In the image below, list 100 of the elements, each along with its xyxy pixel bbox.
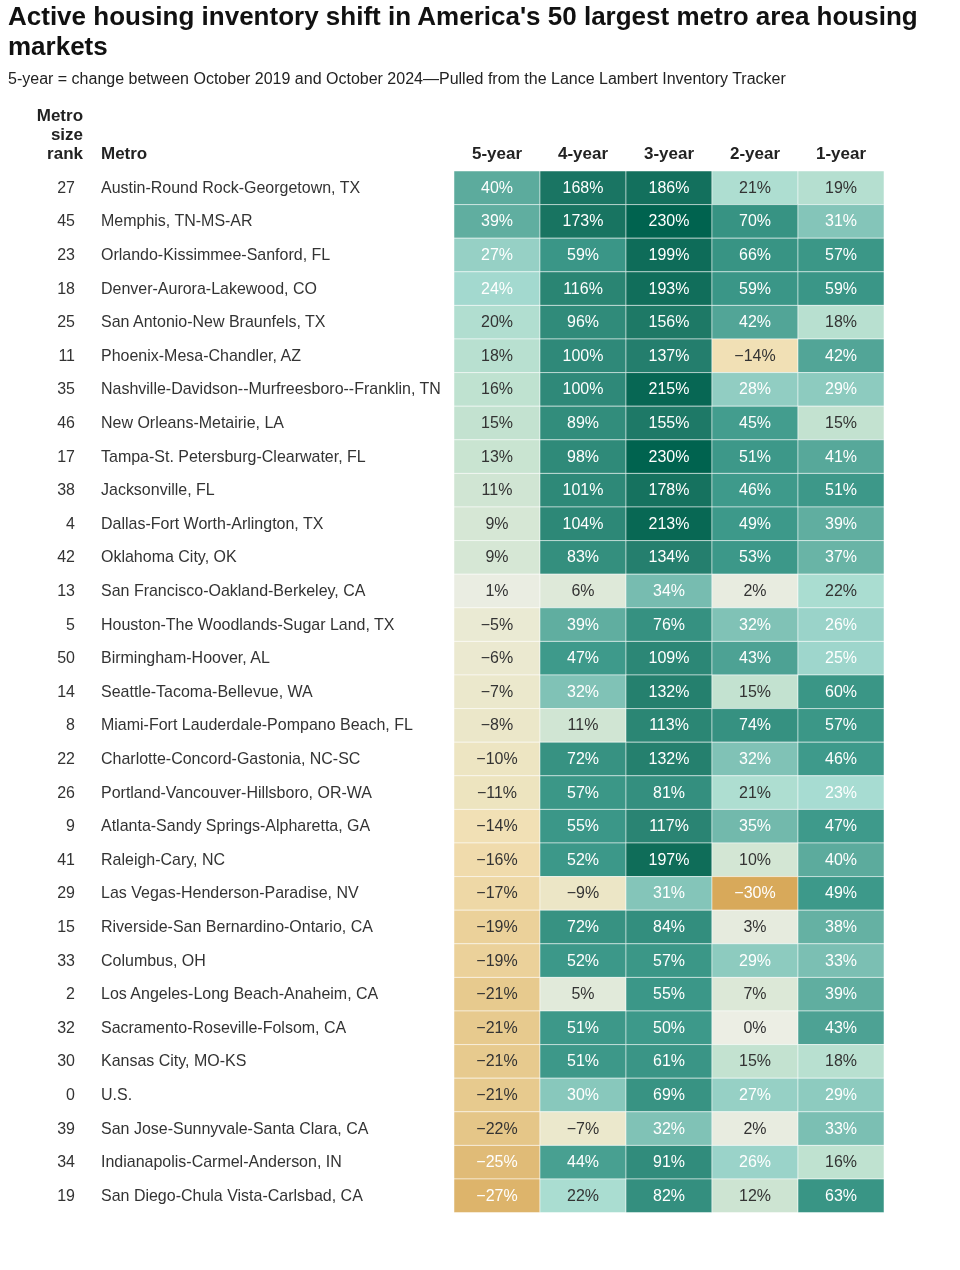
y-tick-label: Riverside-San Bernardino-Ontario, CA (101, 917, 374, 935)
data-label: 84% (653, 917, 685, 935)
y2-tick-label: 38 (57, 480, 76, 498)
data-label: 76% (653, 615, 685, 633)
data-label: 20% (481, 312, 513, 330)
data-label: 24% (481, 279, 513, 297)
data-label: 109% (648, 648, 690, 666)
data-label: 134% (648, 548, 690, 566)
data-label: 46% (739, 480, 771, 498)
y-tick-label: Portland-Vancouver-Hillsboro, OR-WA (101, 783, 373, 801)
data-label: 32% (739, 749, 771, 767)
y2-tick-label: 17 (57, 447, 76, 465)
data-label: 197% (648, 850, 690, 868)
data-label: 132% (648, 682, 690, 700)
data-label: −14% (476, 816, 518, 834)
data-label: 19% (825, 178, 857, 196)
x-tick-label: 4-year (557, 144, 609, 164)
data-label: 215% (648, 380, 690, 398)
data-label: 18% (825, 1052, 857, 1070)
y2-tick-label: 15 (57, 917, 76, 935)
data-label: −21% (476, 1085, 518, 1103)
y-tick-label: Dallas-Fort Worth-Arlington, TX (101, 514, 324, 532)
data-label: 55% (653, 984, 685, 1002)
data-label: 47% (567, 648, 599, 666)
data-label: 100% (562, 346, 604, 364)
y-tick-label: Sacramento-Roseville-Folsom, CA (101, 1018, 347, 1036)
y-tick-label: Austin-Round Rock-Georgetown, TX (101, 178, 361, 196)
data-label: 44% (567, 1152, 599, 1170)
data-label: −6% (480, 648, 514, 666)
data-label: −7% (566, 1119, 600, 1137)
data-label: 2% (743, 1119, 767, 1137)
data-label: 66% (739, 245, 771, 263)
data-label: 43% (739, 648, 771, 666)
data-label: 11% (567, 716, 599, 734)
data-label: 37% (825, 548, 857, 566)
data-label: 168% (562, 178, 604, 196)
y2-tick-label: 46 (57, 413, 76, 431)
data-label: 26% (739, 1152, 771, 1170)
data-label: 96% (567, 312, 599, 330)
data-label: 104% (562, 514, 604, 532)
y2-tick-label: 39 (57, 1119, 76, 1137)
y-tick-label: Atlanta-Sandy Springs-Alpharetta, GA (101, 816, 371, 834)
data-label: −8% (480, 716, 514, 734)
y-tick-label: Jacksonville, FL (101, 480, 215, 498)
data-label: 41% (825, 447, 857, 465)
data-label: 15% (739, 1052, 771, 1070)
data-label: 74% (739, 716, 771, 734)
y2-tick-label: 42 (57, 548, 76, 566)
data-label: −9% (566, 884, 600, 902)
y-tick-label: Las Vegas-Henderson-Paradise, NV (101, 884, 360, 902)
y-tick-label: Columbus, OH (101, 951, 206, 969)
y2-tick-label: 22 (57, 749, 76, 767)
data-label: 25% (825, 648, 857, 666)
y2-tick-label: 34 (57, 1152, 76, 1170)
data-label: 1% (485, 581, 509, 599)
data-label: 57% (825, 716, 857, 734)
data-label: −11% (476, 783, 518, 801)
y-tick-label: Seattle-Tacoma-Bellevue, WA (101, 682, 314, 700)
data-label: 26% (825, 615, 857, 633)
data-label: 53% (739, 548, 771, 566)
data-label: 42% (825, 346, 857, 364)
y2-axis-title: Metro size rank (36, 105, 84, 163)
data-label: 49% (739, 514, 771, 532)
data-label: 59% (825, 279, 857, 297)
data-label: 57% (653, 951, 685, 969)
data-label: −10% (476, 749, 518, 767)
y2-tick-label: 18 (57, 279, 76, 297)
data-label: 52% (567, 951, 599, 969)
data-label: 230% (648, 447, 690, 465)
data-label: 32% (653, 1119, 685, 1137)
y2-tick-label: 41 (57, 850, 76, 868)
data-label: 173% (562, 212, 604, 230)
data-label: 33% (825, 951, 857, 969)
data-label: 69% (653, 1085, 685, 1103)
y-tick-label: New Orleans-Metairie, LA (101, 413, 285, 431)
y2-tick-label: 30 (57, 1052, 76, 1070)
x-tick-label: 5-year (471, 144, 523, 164)
data-label: 18% (481, 346, 513, 364)
y-tick-label: Kansas City, MO-KS (101, 1052, 247, 1070)
data-label: 46% (825, 749, 857, 767)
data-label: 43% (825, 1018, 857, 1036)
data-label: 59% (739, 279, 771, 297)
data-label: −5% (480, 615, 514, 633)
data-label: 70% (739, 212, 771, 230)
data-label: 40% (825, 850, 857, 868)
y-tick-label: U.S. (101, 1085, 133, 1103)
data-label: 55% (567, 816, 599, 834)
y2-tick-label: 32 (57, 1018, 76, 1036)
data-label: −27% (476, 1186, 518, 1204)
chart-subtitle: 5-year = change between October 2019 and October 2024—Pulled from the Lance Lambert Inventory Tracker (8, 69, 787, 88)
data-label: −19% (476, 951, 518, 969)
data-label: 6% (571, 581, 595, 599)
data-label: 9% (485, 548, 509, 566)
data-label: 50% (653, 1018, 685, 1036)
y-axis-title: Metro (101, 143, 148, 163)
data-label: 38% (825, 917, 857, 935)
data-label: 132% (648, 749, 690, 767)
data-label: 22% (825, 581, 857, 599)
y-tick-label: Charlotte-Concord-Gastonia, NC-SC (101, 749, 361, 767)
data-label: 60% (825, 682, 857, 700)
